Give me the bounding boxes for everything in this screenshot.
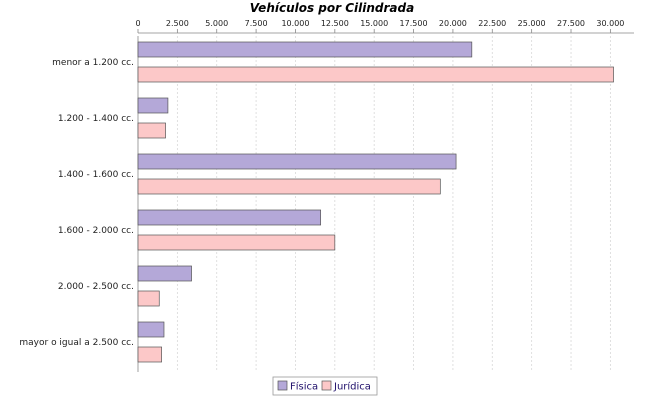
chart-title: Vehículos por Cilindrada [250, 1, 414, 15]
grid [176, 36, 611, 372]
value-axis: 0 2.500 5.000 7.500 10.000 12.500 15.000 17.500… [135, 19, 634, 372]
legend-swatch [321, 380, 332, 391]
tick-label: 15.000 [360, 19, 388, 28]
category-label: mayor o igual a 2.500 cc. [19, 338, 134, 348]
bar[interactable] [137, 290, 160, 307]
bar[interactable] [137, 41, 473, 58]
category-axis: menor a 1.200 cc. 1.200 - 1.400 cc. 1.400 … [19, 58, 134, 348]
bar[interactable] [137, 153, 457, 170]
tick-label: 30.000 [596, 19, 624, 28]
bar[interactable] [137, 122, 166, 139]
tick-label: 12.500 [321, 19, 349, 28]
tick-label: 0 [135, 19, 140, 28]
bar[interactable] [137, 97, 169, 114]
category-label: 1.400 - 1.600 cc. [58, 170, 134, 180]
legend-label: Física [290, 381, 318, 393]
bar[interactable] [137, 178, 441, 195]
bar[interactable] [137, 66, 614, 83]
tick-label: 5.000 [205, 19, 228, 28]
bars [137, 41, 614, 363]
category-label: 1.600 - 2.000 cc. [58, 226, 134, 236]
legend-label: Jurídica [333, 381, 371, 393]
tick-label: 27.500 [557, 19, 585, 28]
category-label: 2.000 - 2.500 cc. [58, 282, 134, 292]
bar[interactable] [137, 209, 322, 226]
tick-label: 22.500 [478, 19, 506, 28]
tick-label: 17.500 [400, 19, 428, 28]
bar[interactable] [137, 346, 162, 363]
tick-label: 20.000 [439, 19, 467, 28]
bar[interactable] [137, 265, 192, 282]
bar[interactable] [137, 234, 336, 251]
tick-label: 25.000 [518, 19, 546, 28]
tick-label: 2.500 [166, 19, 189, 28]
legend-swatch [277, 380, 288, 391]
category-label: menor a 1.200 cc. [52, 58, 134, 68]
category-label: 1.200 - 1.400 cc. [58, 114, 134, 124]
tick-label: 10.000 [281, 19, 309, 28]
bar[interactable] [137, 321, 165, 338]
legend[interactable]: Física Jurídica [272, 376, 378, 396]
tick-label: 7.500 [245, 19, 268, 28]
